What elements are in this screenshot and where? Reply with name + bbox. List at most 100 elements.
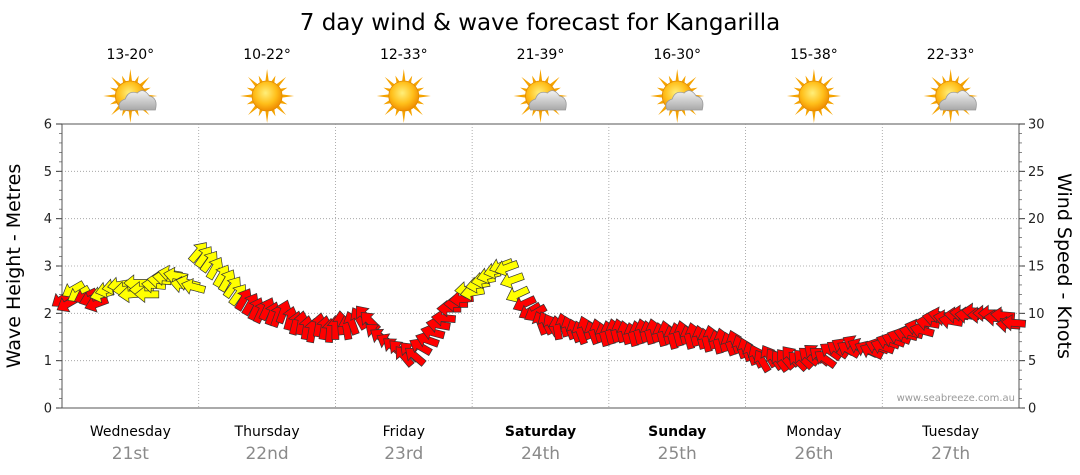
day-name-label: Monday xyxy=(786,424,841,440)
sun-ray xyxy=(280,100,288,105)
sun-ray xyxy=(954,109,960,117)
sun-ray xyxy=(521,76,532,87)
sun-ray xyxy=(823,105,834,116)
cloud-shape xyxy=(118,90,157,111)
sun-ray xyxy=(246,87,254,92)
wind-arrow xyxy=(425,315,451,334)
cloud-shape xyxy=(665,90,704,111)
credit-text: www.seabreeze.com.au xyxy=(897,393,1015,404)
sun-ray xyxy=(281,94,295,98)
sun-ray-group xyxy=(376,69,431,123)
wind-arrow xyxy=(499,272,525,289)
sun-ray xyxy=(681,75,686,83)
sun-ray xyxy=(681,109,686,117)
sun-ray xyxy=(668,109,674,117)
sun-ray xyxy=(656,87,665,92)
day-date-label: 26th xyxy=(794,444,833,464)
sun-ray xyxy=(128,69,133,82)
day-date-label: 22nd xyxy=(245,444,288,464)
sun-ray xyxy=(407,109,413,117)
sun-ray xyxy=(265,110,269,123)
sun-ray xyxy=(793,87,801,92)
sun-ray xyxy=(658,76,668,87)
sun-disc xyxy=(388,80,420,112)
day-name-label: Saturday xyxy=(505,424,576,440)
sun-ray xyxy=(271,75,276,83)
sun-ray xyxy=(418,94,431,98)
chart-title: 7 day wind & wave forecast for Kangarill… xyxy=(300,10,781,36)
temperature-range-label: 22-33° xyxy=(927,47,975,63)
weather-icon-row xyxy=(103,69,978,123)
sun-ray xyxy=(521,105,532,116)
sun-ray xyxy=(134,109,139,117)
sun-ray xyxy=(549,76,560,87)
sun-ray xyxy=(786,94,800,98)
sun-ray xyxy=(650,94,663,98)
partly-cloudy-icon xyxy=(923,69,978,123)
wind-arrow xyxy=(430,309,457,327)
sun-ray xyxy=(134,75,139,83)
sun-ray xyxy=(110,100,118,105)
sun-ray xyxy=(121,109,127,117)
wind-arrow xyxy=(181,277,207,295)
sun-ray xyxy=(686,76,697,87)
sun-ray xyxy=(690,87,698,92)
day-date-label: 24th xyxy=(521,444,560,464)
sun-ray xyxy=(930,87,938,92)
partly-cloudy-icon xyxy=(513,69,568,123)
sun-ray xyxy=(930,100,938,105)
right-tick-label: 15 xyxy=(1028,260,1045,275)
sunny-icon xyxy=(786,69,841,123)
sun-ray xyxy=(280,87,288,92)
day-name-label: Tuesday xyxy=(921,424,979,440)
sun-ray xyxy=(384,105,395,116)
day-date-label: 25th xyxy=(658,444,697,464)
day-name-label: Sunday xyxy=(648,424,706,440)
sun-ray xyxy=(658,105,668,116)
left-axis-label: Wave Height - Metres xyxy=(3,164,25,368)
sun-ray xyxy=(276,76,287,87)
temperature-range-label: 10-22° xyxy=(243,47,291,63)
wind-arrow xyxy=(415,331,440,348)
sun-ray xyxy=(395,75,400,83)
wind-arrow xyxy=(505,285,531,304)
sun-ray xyxy=(413,105,423,116)
cloud-shape xyxy=(528,90,567,111)
sun-ray xyxy=(246,100,254,105)
sun-ray xyxy=(520,100,528,105)
sun-ray xyxy=(402,69,406,82)
sun-ray xyxy=(111,76,121,87)
sun-ray xyxy=(139,76,150,87)
left-tick-label: 2 xyxy=(44,307,52,322)
sun-ray-group xyxy=(786,69,841,123)
sun-ray xyxy=(553,87,561,92)
wind-arrow xyxy=(494,260,520,277)
wind-arrow xyxy=(199,251,218,274)
sun-ray xyxy=(395,109,400,117)
sun-ray xyxy=(247,105,258,116)
temperature-range-label: 21-39° xyxy=(517,47,565,63)
left-tick-label: 4 xyxy=(44,212,52,227)
wind-arrow xyxy=(405,347,427,367)
sun-ray xyxy=(963,87,971,92)
sun-ray xyxy=(823,76,834,87)
wind-arrow xyxy=(275,299,293,325)
sun-ray xyxy=(954,75,960,83)
day-name-label: Wednesday xyxy=(90,424,171,440)
sun-ray xyxy=(128,110,133,123)
sun-ray xyxy=(812,110,816,123)
wind-arrow xyxy=(1000,313,1027,332)
sun-ray xyxy=(805,75,810,83)
day-labels: Wednesday 21st Thursday 22nd Friday 23rd Satur… xyxy=(90,424,979,464)
sun-ray xyxy=(675,69,679,82)
right-axis-label: Wind Speed - Knots xyxy=(1053,173,1075,359)
sun-ray xyxy=(532,109,537,117)
day-name-label: Friday xyxy=(383,424,425,440)
left-tick-label: 3 xyxy=(44,260,52,275)
partly-cloudy-icon xyxy=(103,69,158,123)
sun-ray xyxy=(416,87,425,92)
wind-arrow xyxy=(909,321,935,339)
sun-ray xyxy=(828,94,841,98)
left-tick-label: 1 xyxy=(44,354,52,369)
wind-arrow xyxy=(814,350,838,370)
